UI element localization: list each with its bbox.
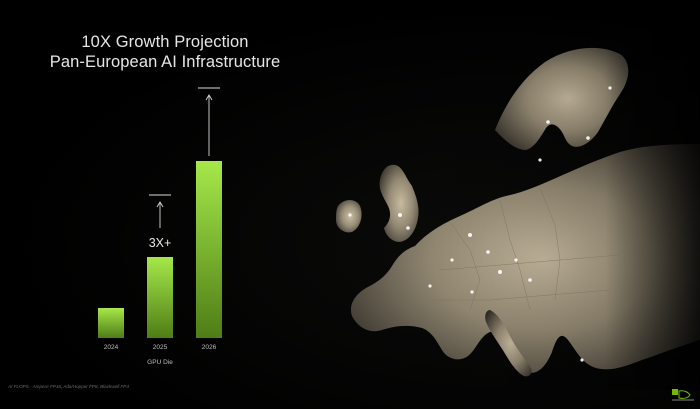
bar-2026: [196, 161, 222, 338]
bars-layer: [98, 161, 222, 338]
europe-map-icon: [320, 10, 700, 390]
bar-chart: 2024 2025 2026 3X+ GPU Die: [98, 87, 222, 366]
growth-arrow-2026: [198, 87, 220, 156]
growth-annotation: 3X+: [149, 236, 172, 250]
bar-2024: [98, 308, 124, 338]
title-line-1: 10X Growth Projection: [81, 33, 249, 51]
growth-arrow-2025: [149, 194, 171, 228]
x-axis-label: GPU Die: [147, 359, 173, 366]
x-tick-labels: 2024 2025 2026: [104, 344, 217, 351]
growth-arrows: [149, 87, 220, 228]
chart-title: 10X Growth Projection Pan-European AI In…: [20, 32, 310, 72]
x-tick-label-2025: 2025: [153, 344, 168, 351]
x-tick-label-2026: 2026: [202, 344, 217, 351]
x-tick-label-2024: 2024: [104, 344, 119, 351]
bar-2025: [147, 257, 173, 338]
footnote: AI FLOPS - Ampere FP16, Ada/Hopper FP8, …: [8, 384, 129, 389]
nvidia-logo-icon: [672, 389, 694, 403]
title-line-2: Pan-European AI Infrastructure: [49, 53, 281, 71]
